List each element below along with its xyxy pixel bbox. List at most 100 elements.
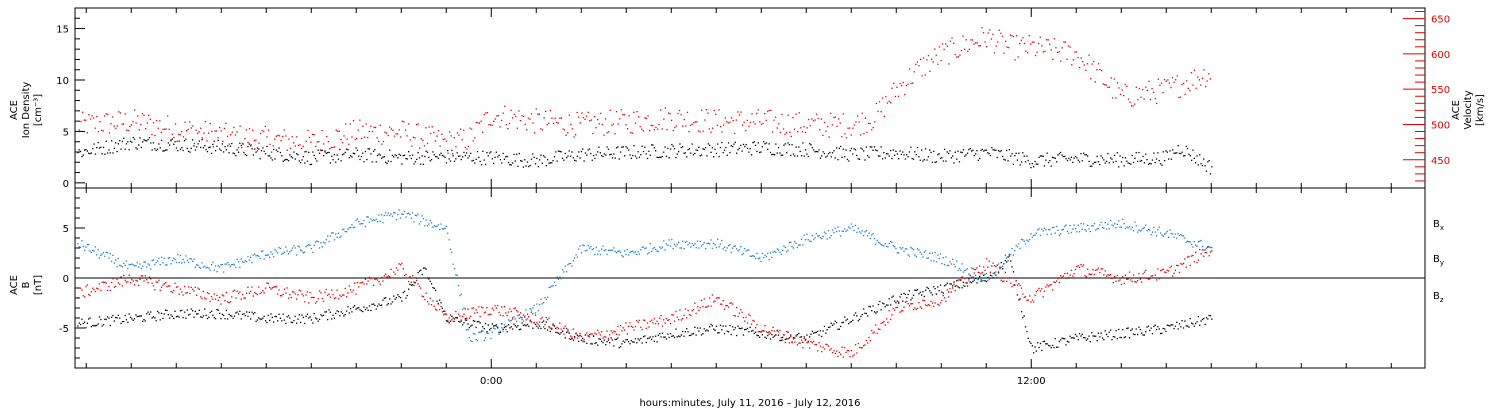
density-point <box>128 149 130 151</box>
velocity-point <box>450 135 452 137</box>
by-point <box>170 263 172 265</box>
bz-point <box>804 339 807 341</box>
bz-point <box>367 280 369 282</box>
density-point <box>185 138 187 140</box>
bz-point <box>965 282 967 284</box>
bz-point <box>900 310 902 312</box>
velocity-point <box>727 122 729 124</box>
velocity-point <box>1088 54 1090 56</box>
velocity-point <box>601 123 603 126</box>
bz-point <box>189 292 191 295</box>
bx-point <box>1122 329 1124 331</box>
bx-point <box>522 324 525 326</box>
bz-point <box>125 281 128 283</box>
bx-point <box>127 321 129 323</box>
by-point <box>721 239 723 242</box>
bx-point <box>186 309 188 311</box>
by-point <box>899 246 901 249</box>
by-point <box>548 286 550 289</box>
bx-point <box>964 285 966 287</box>
by-point <box>584 250 587 252</box>
bz-point <box>798 342 800 344</box>
bx-point <box>930 292 932 294</box>
bx-point <box>1110 329 1112 331</box>
bz-point <box>252 295 254 297</box>
bz-point <box>717 297 719 299</box>
velocity-point <box>954 53 956 56</box>
velocity-point <box>998 29 1000 31</box>
density-point <box>891 157 893 160</box>
bx-point <box>378 303 380 305</box>
bx-point <box>841 322 843 324</box>
bz-point <box>297 294 299 296</box>
density-point <box>456 152 458 154</box>
by-point <box>192 260 194 262</box>
by-point <box>179 254 182 257</box>
by-point <box>853 230 855 232</box>
bz-point <box>640 326 642 328</box>
bx-point <box>615 338 618 340</box>
bz-point <box>214 298 217 300</box>
density-point <box>788 144 790 146</box>
density-point <box>879 155 881 157</box>
bx-point <box>682 330 684 333</box>
density-point <box>517 165 519 167</box>
velocity-point <box>274 138 276 140</box>
bx-point <box>383 297 385 299</box>
by-point <box>129 264 132 266</box>
velocity-point <box>581 112 583 114</box>
density-point <box>214 150 217 152</box>
by-point <box>954 266 956 268</box>
bz-point <box>721 303 723 305</box>
bz-point <box>822 346 824 348</box>
velocity-point <box>178 133 180 135</box>
density-point <box>526 161 529 163</box>
velocity-point <box>151 134 153 136</box>
bx-point <box>885 304 888 306</box>
bx-point <box>166 309 168 312</box>
bz-point <box>941 299 943 302</box>
by-point <box>231 264 233 266</box>
velocity-point <box>626 128 629 130</box>
bx-point <box>90 326 92 328</box>
by-point <box>162 262 164 264</box>
by-point <box>833 231 835 234</box>
bz-point <box>466 317 468 319</box>
velocity-point <box>866 131 868 134</box>
density-point <box>822 151 824 153</box>
velocity-point <box>113 125 115 127</box>
bz-point <box>502 315 504 317</box>
bz-point <box>757 331 759 333</box>
velocity-point <box>754 123 756 125</box>
bx-point <box>831 324 834 326</box>
by-point <box>1003 263 1005 265</box>
velocity-tick-label: 550 <box>1431 85 1450 96</box>
velocity-point <box>620 109 622 111</box>
bz-point <box>669 322 672 325</box>
bz-point <box>553 325 556 327</box>
velocity-point <box>573 136 575 138</box>
bx-point <box>88 318 90 320</box>
velocity-point <box>1182 82 1185 85</box>
bx-point <box>502 328 504 330</box>
velocity-point <box>945 43 947 45</box>
bz-point <box>530 311 533 313</box>
bx-point <box>409 283 411 285</box>
velocity-point <box>852 127 854 129</box>
bx-point <box>262 317 264 319</box>
velocity-point <box>1085 69 1087 71</box>
bz-point <box>630 325 632 327</box>
velocity-point <box>93 117 95 119</box>
bx-point <box>212 314 214 316</box>
bx-point <box>915 289 917 291</box>
density-point <box>136 148 138 150</box>
density-point <box>381 157 383 159</box>
bx-point <box>605 344 607 346</box>
velocity-point <box>705 109 707 111</box>
by-point <box>173 257 175 259</box>
velocity-point <box>877 110 879 113</box>
by-point <box>160 256 163 258</box>
velocity-point <box>1064 41 1067 43</box>
density-point <box>490 151 492 153</box>
bx-point <box>1134 333 1136 336</box>
